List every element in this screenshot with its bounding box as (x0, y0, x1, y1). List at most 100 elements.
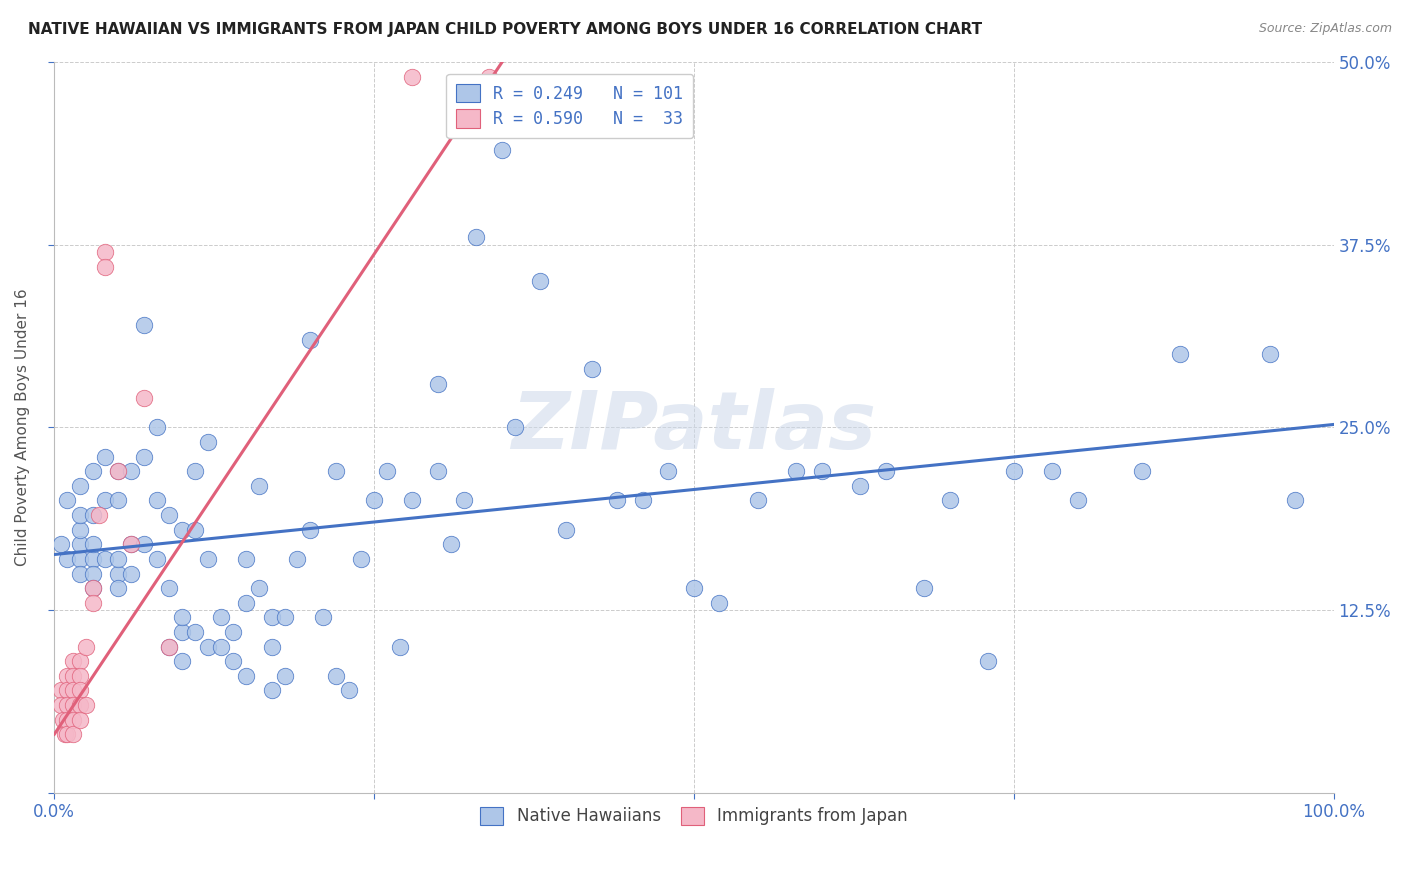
Point (849, 479, 872, 493)
Point (49, 698, 72, 712)
Point (62, 654, 84, 668)
Point (1258, 347, 1281, 361)
Point (62, 698, 84, 712)
Point (75, 698, 97, 712)
Point (811, 464, 834, 478)
Point (49, 537, 72, 551)
Point (132, 450, 155, 464)
Point (197, 552, 219, 566)
Point (82, 566, 104, 581)
Point (82, 581, 104, 595)
Point (82, 596, 104, 610)
Text: NATIVE HAWAIIAN VS IMMIGRANTS FROM JAPAN CHILD POVERTY AMONG BOYS UNDER 16 CORRE: NATIVE HAWAIIAN VS IMMIGRANTS FROM JAPAN… (28, 22, 983, 37)
Point (94, 552, 117, 566)
Point (222, 624, 245, 639)
Point (197, 435, 219, 450)
Y-axis label: Child Poverty Among Boys Under 16: Child Poverty Among Boys Under 16 (15, 289, 30, 566)
Point (260, 640, 283, 654)
Point (503, 420, 526, 434)
Point (977, 654, 1000, 668)
Point (69, 698, 91, 712)
Point (56, 683, 79, 698)
Point (350, 552, 373, 566)
Point (631, 493, 654, 508)
Point (478, 70, 501, 84)
Point (159, 640, 181, 654)
Point (120, 537, 142, 551)
Point (82, 508, 104, 522)
Point (52, 713, 75, 727)
Point (69, 669, 91, 683)
Point (209, 610, 232, 624)
Point (247, 581, 270, 595)
Point (453, 493, 475, 508)
Point (875, 464, 897, 478)
Point (132, 391, 155, 405)
Point (747, 493, 769, 508)
Point (427, 464, 450, 478)
Point (107, 581, 129, 595)
Point (235, 552, 257, 566)
Point (709, 596, 731, 610)
Point (107, 552, 129, 566)
Point (209, 640, 232, 654)
Point (69, 479, 91, 493)
Point (299, 523, 322, 537)
Point (159, 640, 181, 654)
Point (69, 566, 91, 581)
Point (235, 669, 257, 683)
Point (184, 624, 207, 639)
Point (912, 581, 935, 595)
Point (260, 683, 283, 698)
Point (69, 523, 91, 537)
Point (82, 464, 104, 478)
Point (120, 566, 142, 581)
Point (94, 493, 117, 508)
Point (1284, 493, 1306, 508)
Point (120, 464, 142, 478)
Point (1066, 493, 1088, 508)
Point (235, 596, 257, 610)
Point (581, 362, 603, 376)
Point (1002, 464, 1025, 478)
Point (285, 552, 308, 566)
Point (555, 523, 578, 537)
Point (75, 640, 97, 654)
Point (172, 654, 194, 668)
Point (107, 464, 129, 478)
Text: Source: ZipAtlas.com: Source: ZipAtlas.com (1258, 22, 1392, 36)
Point (785, 464, 807, 478)
Point (107, 566, 129, 581)
Point (172, 624, 194, 639)
Point (363, 493, 385, 508)
Point (388, 640, 411, 654)
Point (938, 493, 960, 508)
Point (62, 669, 84, 683)
Point (56, 493, 79, 508)
Point (222, 654, 245, 668)
Point (145, 420, 167, 434)
Point (325, 669, 347, 683)
Point (82, 537, 104, 551)
Point (56, 698, 79, 712)
Point (69, 683, 91, 698)
Point (62, 727, 84, 741)
Point (375, 464, 398, 478)
Point (62, 713, 84, 727)
Point (56, 727, 79, 741)
Point (606, 493, 628, 508)
Point (247, 479, 270, 493)
Point (1040, 464, 1063, 478)
Point (273, 669, 295, 683)
Point (49, 683, 72, 698)
Point (62, 683, 84, 698)
Point (491, 143, 513, 157)
Point (197, 640, 219, 654)
Point (184, 523, 207, 537)
Point (401, 493, 423, 508)
Point (120, 537, 142, 551)
Point (94, 260, 117, 274)
Point (87, 508, 110, 522)
Point (56, 552, 79, 566)
Point (529, 274, 551, 288)
